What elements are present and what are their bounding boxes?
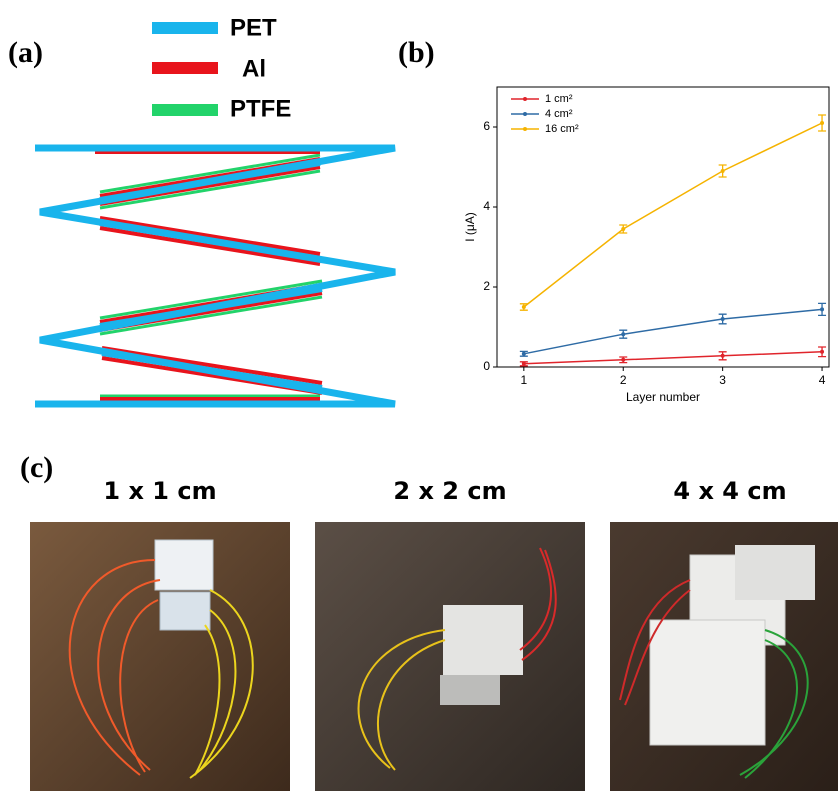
data-point [621, 227, 625, 231]
legend-swatch [152, 62, 218, 74]
photo-label: 2 x 2 cm [393, 477, 506, 505]
series-line [524, 309, 822, 353]
series-line [524, 352, 822, 364]
panel-label: (c) [20, 451, 53, 484]
y-tick-label: 0 [483, 359, 490, 373]
data-point [522, 305, 526, 309]
legend-swatch [152, 104, 218, 116]
panel-label: (b) [398, 36, 435, 69]
legend-label: PTFE [230, 95, 291, 122]
data-point [820, 121, 824, 125]
data-point [522, 362, 526, 366]
y-tick-label: 4 [483, 199, 490, 213]
legend-marker [523, 97, 527, 101]
series-line [524, 123, 822, 307]
x-tick-label: 3 [719, 373, 726, 387]
photo-label: 4 x 4 cm [673, 477, 786, 505]
legend-label: PET [230, 14, 277, 41]
data-point [820, 350, 824, 354]
data-point [522, 352, 526, 356]
data-point [721, 354, 725, 358]
photo [30, 522, 290, 791]
line-chart: 0 2 4 6 1 2 3 4 Layer number I (μA) 1 cm² 4 cm² 16 c… [463, 87, 829, 404]
legend-marker [523, 127, 527, 131]
data-point [820, 307, 824, 311]
data-point [721, 169, 725, 173]
legend-swatch [152, 22, 218, 34]
legend-label: Al [242, 55, 266, 82]
y-axis-title: I (μA) [463, 212, 477, 242]
y-tick-label: 2 [483, 279, 490, 293]
legend-label: 1 cm² [545, 93, 573, 105]
legend-label: 16 cm² [545, 123, 579, 135]
x-tick-label: 2 [620, 373, 627, 387]
panel-label: (a) [8, 36, 43, 69]
photo [610, 522, 838, 791]
data-point [621, 358, 625, 362]
y-tick-label: 6 [483, 119, 490, 133]
figure: (a) (b) (c) PET Al PTFE 0 2 4 6 1 2 3 4 Layer nu… [0, 0, 838, 791]
photo-label: 1 x 1 cm [103, 477, 216, 505]
legend-label: 4 cm² [545, 108, 573, 120]
x-axis-title: Layer number [626, 390, 700, 404]
data-point [621, 332, 625, 336]
layer-diagram [35, 148, 395, 404]
x-tick-label: 1 [520, 373, 527, 387]
data-point [721, 317, 725, 321]
x-tick-label: 4 [819, 373, 826, 387]
photo [315, 522, 585, 791]
legend-marker [523, 112, 527, 116]
